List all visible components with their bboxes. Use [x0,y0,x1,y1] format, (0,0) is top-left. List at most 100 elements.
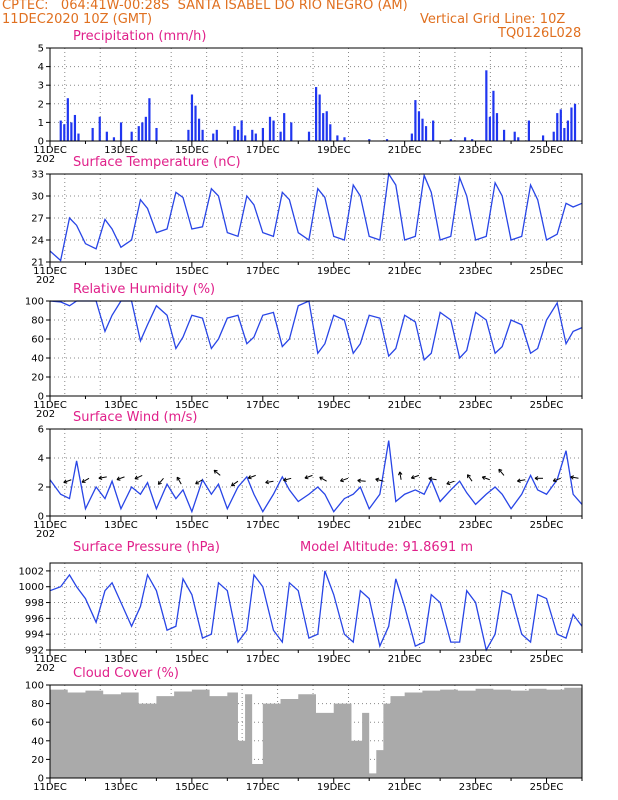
wind-arrow [283,477,292,481]
wind-arrow [63,479,72,483]
precip-bar [502,129,506,141]
x-tick-label: 19DEC [317,782,351,793]
precip-bar [432,120,435,141]
precip-bar [517,137,520,141]
x-tick-label: 15DEC [175,145,209,156]
precip-bar [329,124,332,141]
wind-arrow-head [265,482,270,485]
precip-bar [251,129,254,141]
precip-bar [279,131,282,141]
panel-title: Precipitation (mm/h) [73,29,206,44]
x-tick-label: 17DEC [246,782,280,793]
wind-arrow-head [428,477,432,482]
wind-arrow [467,474,473,482]
precip-bar [573,103,577,141]
x-tick-label: 25DEC [530,400,564,411]
x-tick-year-cut: 202 [36,275,55,286]
wind-arrow-head [570,475,575,478]
panel-frame [49,173,583,263]
panel-3: 0 20 40 60 80 100 11DEC 13DEC 15DEC 17DEC 19DEC 21D… [25,282,583,420]
precip-bar [541,135,545,141]
wind-arrow [428,477,437,481]
precip-bar [144,116,147,141]
x-tick-label: 21DEC [388,145,422,156]
wind-arrow-head [134,475,138,480]
wind-arrow-head [428,476,433,479]
wind-arrow-head [481,476,485,481]
wind-arrow-head [467,474,471,477]
wind-arrow-head [63,481,68,484]
y-tick-label: 1 [38,118,44,129]
precip-bar [91,127,94,141]
wind-arrow [340,477,349,482]
precip-bar [325,111,328,141]
precip-bar [119,122,123,141]
header-model-code: TQ0126L028 [498,26,582,41]
precip-bar [368,139,371,141]
precip-bar [112,137,116,141]
x-tick-label: 11DEC [33,266,67,277]
y-tick-label: 994 [25,630,44,641]
x-tick-label: 17DEC [246,266,280,277]
x-tick-label: 19DEC [317,400,351,411]
x-tick-label: 13DEC [104,266,138,277]
wind-arrow-head [517,478,521,482]
y-tick-label: 20 [31,755,44,766]
wind-arrow [176,476,182,485]
wind-arrow-head [176,476,181,480]
wind-arrow-head [195,480,198,484]
wind-arrow-head [498,468,503,471]
wind-arrow-head [552,478,556,482]
y-tick-label: 1002 [19,566,44,577]
x-tick-label: 21DEC [388,266,422,277]
panel-1: 0 1 2 3 4 5 11DEC 13DEC 15DEC 17DEC 19DEC 21DEC 23DE… [33,29,583,165]
x-tick-label: 17DEC [246,520,280,531]
precip-bar [417,111,421,141]
x-tick-label: 19DEC [317,654,351,665]
x-tick-label: 19DEC [317,266,351,277]
wind-arrow-head [98,475,102,479]
wind-arrow [482,476,490,481]
x-tick-label: 15DEC [175,654,209,665]
precip-bar [233,126,236,141]
panel-frame [49,300,583,397]
precip-bar [236,129,240,141]
precip-bar [272,120,275,141]
wind-arrow [116,476,125,481]
wind-arrow [498,468,505,476]
precip-bar [212,133,215,141]
y-tick-label: 6 [38,425,44,436]
x-tick-year-cut: 202 [36,409,55,420]
precip-bar [59,120,62,141]
y-tick-label: 2 [38,483,44,494]
y-tick-label: 1000 [19,582,44,593]
x-tick-label: 13DEC [104,782,138,793]
wind-arrow-head [340,478,343,482]
series-line [49,300,583,362]
precip-bar [566,120,570,141]
panel-2: 21 24 27 30 33 11DEC 13DEC 15DEC 17DEC 19DEC 21DEC… [31,155,583,286]
panel-frame [49,428,583,517]
x-tick-label: 23DEC [459,782,493,793]
x-tick-label: 25DEC [530,782,564,793]
precip-bar [315,87,318,141]
wind-arrow-head [398,471,401,476]
x-tick-label: 15DEC [175,266,209,277]
precip-bar [70,122,73,141]
precip-bar [254,133,257,141]
wind-arrow [248,474,256,479]
wind-arrow-head [304,477,309,480]
x-tick-label: 17DEC [246,145,280,156]
wind-arrow [357,480,366,482]
wind-arrow [265,480,274,484]
precip-bar [66,98,69,141]
wind-arrow-head [357,478,362,481]
x-tick-label: 15DEC [175,782,209,793]
wind-arrow-head [248,477,252,480]
precip-bar [98,116,101,141]
y-tick-label: 80 [31,316,44,327]
y-tick-label: 2 [38,99,44,110]
precip-bar [492,90,495,141]
precip-bar [410,133,413,141]
